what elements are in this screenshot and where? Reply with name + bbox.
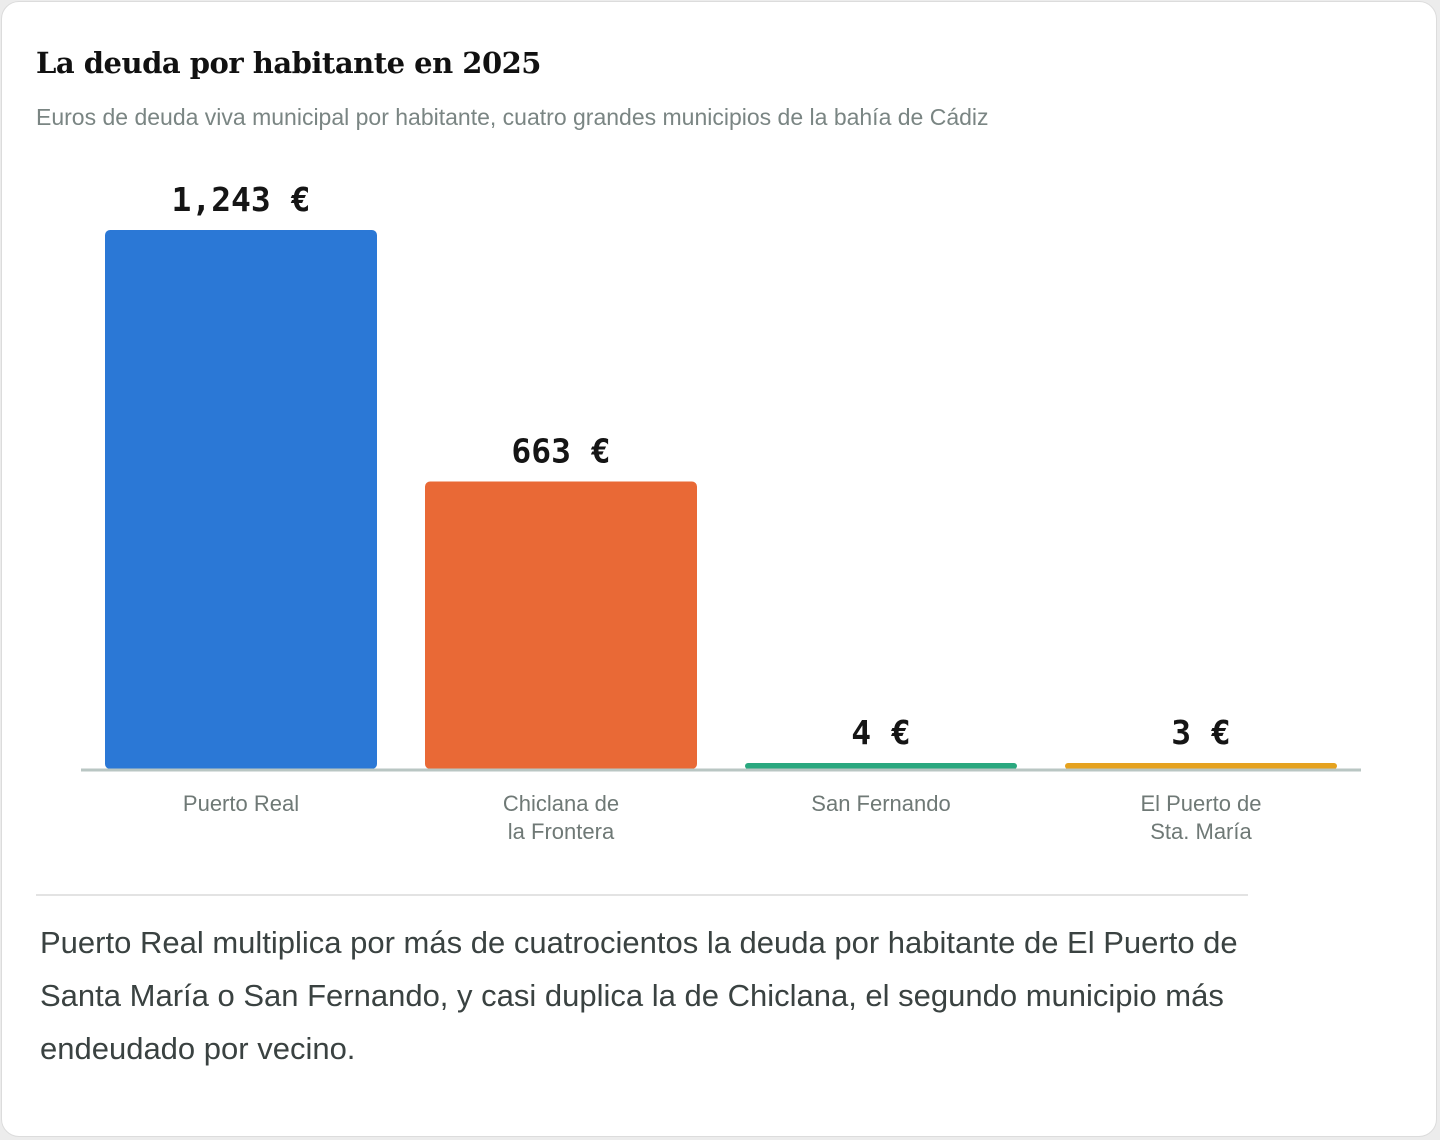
chart-subtitle: Euros de deuda viva municipal por habita… [36,104,989,130]
value-label-3: 3 € [1171,713,1231,752]
bar-0 [105,230,377,769]
section-divider [36,894,1248,896]
value-label-0: 1,243 € [171,180,310,219]
category-label-0: Puerto Real [183,791,299,816]
category-label-line: San Fernando [811,791,950,816]
category-label-2: San Fernando [811,791,950,816]
bar-3 [1065,763,1337,769]
category-label-3: El Puerto de Sta. María [1140,791,1261,844]
category-label-1: Chiclana de la Frontera [503,791,619,844]
category-label-line: El Puerto de [1140,791,1261,816]
bars-group [105,230,1337,769]
category-label-line: Sta. María [1150,819,1252,844]
category-label-line: Puerto Real [183,791,299,816]
bar-chart: 1,243 € Puerto Real 663 € Chiclana de la Fro… [81,180,1361,844]
chart-title: La deuda por habitante en 2025 [36,46,541,80]
bar-2 [745,763,1017,769]
labels-group: 1,243 € Puerto Real 663 € Chiclana de la Fro… [171,180,1261,844]
category-label-line: la Frontera [508,819,615,844]
category-label-line: Chiclana de [503,791,619,816]
bar-1 [425,481,697,769]
chart-note: Puerto Real multiplica por más de cuatro… [40,925,1238,1066]
value-label-2: 4 € [851,713,911,752]
value-label-1: 663 € [511,432,610,471]
